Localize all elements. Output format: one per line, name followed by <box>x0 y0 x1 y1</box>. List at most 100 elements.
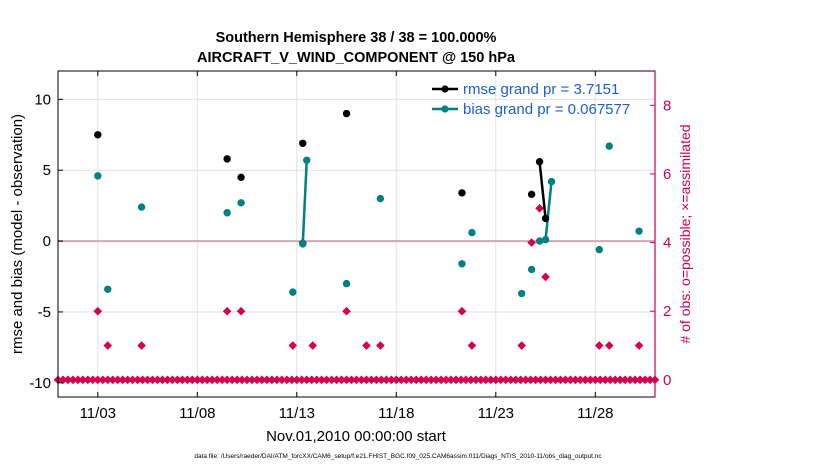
obs-zero-marker <box>382 375 391 385</box>
obs-zero-marker <box>297 375 307 385</box>
obs-zero-marker <box>133 375 142 385</box>
obs-zero-marker <box>128 375 137 385</box>
obs-zero-marker <box>392 375 401 385</box>
obs-zero-marker <box>103 375 113 385</box>
obs-zero-marker <box>396 375 406 385</box>
obs-zero-marker <box>327 375 336 385</box>
obs-zero-marker <box>625 375 635 385</box>
obs-zero-marker <box>222 375 232 385</box>
obs-zero-marker <box>143 375 152 385</box>
obs-zero-marker <box>357 375 366 385</box>
obs-count-marker <box>467 341 477 350</box>
y-tick-label-right: 6 <box>663 166 671 183</box>
obs-zero-marker <box>576 375 585 385</box>
obs-zero-marker <box>307 375 317 385</box>
obs-zero-marker <box>610 375 620 385</box>
legend-bias-label: bias grand pr = 0.067577 <box>463 101 630 118</box>
obs-zero-marker <box>88 375 98 385</box>
obs-zero-marker <box>496 375 506 385</box>
bias-line-segment <box>544 181 553 240</box>
obs-count-marker <box>517 341 526 350</box>
bias-point <box>237 199 245 207</box>
obs-zero-marker <box>571 375 580 385</box>
bias-point <box>547 177 556 186</box>
obs-count-marker <box>342 306 351 316</box>
y-axis-label-right: # of obs: o=possible; ×=assimilated <box>677 124 693 343</box>
chart-title-line2: AIRCRAFT_V_WIND_COMPONENT @ 150 hPa <box>197 50 516 66</box>
bias-point <box>595 245 603 254</box>
obs-zero-marker <box>287 375 297 385</box>
obs-zero-marker <box>411 375 421 385</box>
bias-point <box>137 203 146 211</box>
y-tick-label-left: -5 <box>38 304 51 321</box>
obs-zero-marker <box>148 375 157 385</box>
obs-zero-marker <box>516 375 525 385</box>
obs-zero-marker <box>551 375 560 385</box>
obs-zero-marker <box>466 375 476 385</box>
obs-count-marker <box>634 341 644 350</box>
obs-zero-marker <box>566 375 575 385</box>
obs-count-marker <box>541 272 550 282</box>
obs-zero-marker <box>337 375 346 385</box>
obs-zero-marker <box>615 375 625 385</box>
bias-point <box>289 288 297 296</box>
obs-zero-marker <box>556 375 565 385</box>
obs-zero-marker <box>93 375 103 385</box>
obs-zero-marker <box>83 375 93 385</box>
x-tick-label: 11/08 <box>179 405 215 422</box>
obs-count-marker <box>236 306 246 316</box>
rmse-point <box>541 214 550 223</box>
obs-zero-marker <box>63 375 73 385</box>
x-tick-label: 11/18 <box>378 405 414 422</box>
obs-count-marker <box>376 341 385 350</box>
obs-zero-marker <box>78 375 88 385</box>
obs-zero-marker <box>202 375 212 385</box>
plot-frame <box>57 70 656 398</box>
obs-zero-marker <box>272 375 282 385</box>
obs-count-marker <box>288 341 298 350</box>
rmse-point <box>237 173 245 182</box>
obs-zero-marker <box>635 375 645 385</box>
obs-zero-marker <box>347 375 356 385</box>
obs-zero-marker <box>188 375 197 385</box>
obs-zero-marker <box>486 375 496 385</box>
rmse-point <box>527 190 536 199</box>
obs-zero-marker <box>123 375 132 385</box>
obs-zero-marker <box>436 375 446 385</box>
obs-zero-marker <box>595 375 605 385</box>
obs-zero-marker <box>58 375 68 385</box>
obs-zero-marker <box>491 375 501 385</box>
obs-zero-marker <box>232 375 242 385</box>
obs-zero-marker <box>521 375 530 385</box>
obs-zero-marker <box>342 375 351 385</box>
obs-zero-marker <box>640 375 650 385</box>
obs-zero-marker <box>262 375 272 385</box>
legend-rmse-label: rmse grand pr = 3.7151 <box>463 81 619 98</box>
obs-zero-marker <box>421 375 431 385</box>
obs-zero-marker <box>461 375 471 385</box>
legend: rmse grand pr = 3.7151 bias grand pr = 0… <box>432 81 630 118</box>
obs-zero-marker <box>541 375 550 385</box>
obs-zero-marker <box>207 375 217 385</box>
obs-zero-marker <box>267 375 277 385</box>
rmse-point <box>342 109 351 118</box>
obs-count-marker <box>594 341 604 350</box>
bias-point <box>376 194 385 203</box>
rmse-line-segment <box>538 161 547 219</box>
bias-point <box>527 265 536 274</box>
ticks: 11/03 11/08 11/13 11/18 11/23 11/28 10 5 0 -5 -10 8… <box>29 71 671 422</box>
bias-point <box>468 228 476 237</box>
bias-point <box>517 289 526 298</box>
obs-count-markers <box>53 203 660 385</box>
rmse-point <box>299 139 307 147</box>
obs-zero-marker <box>158 375 167 385</box>
obs-zero-marker <box>242 375 252 385</box>
obs-count-marker <box>535 203 544 213</box>
x-tick-label: 11/28 <box>577 405 613 422</box>
obs-zero-marker <box>277 375 287 385</box>
obs-zero-marker <box>446 375 456 385</box>
obs-zero-marker <box>247 375 257 385</box>
obs-count-marker <box>103 341 113 350</box>
obs-zero-marker <box>362 375 371 385</box>
